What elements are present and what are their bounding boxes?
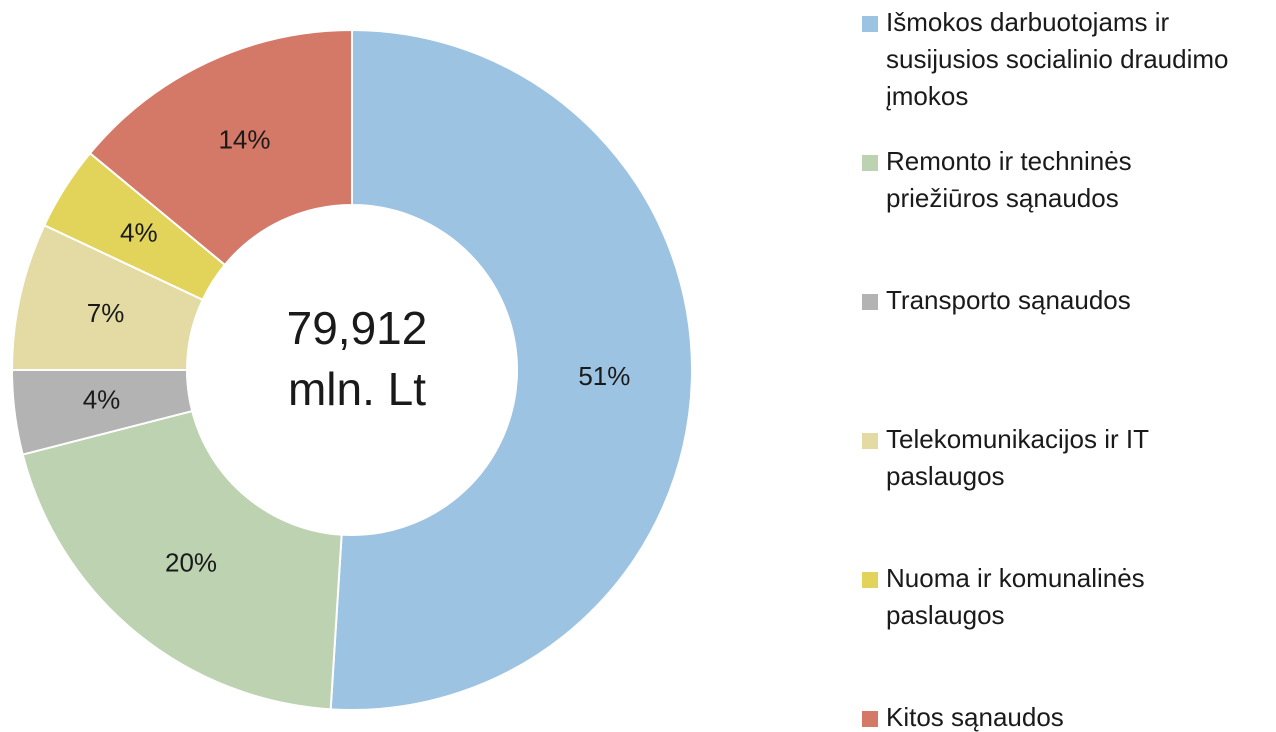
value-label: 4% — [83, 385, 121, 415]
value-label: 7% — [87, 298, 125, 328]
legend-item: Transporto sąnaudos — [862, 282, 1262, 319]
legend-label: Remonto ir techninės priežiūros sąnaudos — [886, 146, 1132, 213]
legend-swatch — [862, 433, 878, 449]
legend-label: Kitos sąnaudos — [886, 702, 1064, 732]
legend-item: Nuoma ir komunalinės paslaugos — [862, 560, 1262, 634]
donut-plot: 51% 20% 4% 7% 4% 14% 79,912 mln. Lt — [10, 28, 693, 711]
slice — [21, 409, 343, 711]
legend-swatch — [862, 711, 878, 727]
value-label: 51% — [578, 361, 630, 391]
legend-swatch — [862, 572, 878, 588]
legend-item: Išmokos darbuotojams ir susijusios socia… — [862, 4, 1262, 115]
center-text: mln. Lt — [288, 363, 426, 415]
legend-swatch — [862, 16, 878, 32]
slice — [88, 28, 353, 267]
center-text: 79,912 — [287, 302, 428, 354]
legend-item: Kitos sąnaudos — [862, 699, 1262, 732]
slice — [329, 28, 693, 711]
legend-swatch — [862, 155, 878, 171]
legend-label: Išmokos darbuotojams ir susijusios socia… — [886, 7, 1229, 111]
value-label: 14% — [218, 124, 270, 154]
legend-label: Transporto sąnaudos — [886, 285, 1131, 315]
legend-item: Telekomunikacijos ir IT paslaugos — [862, 421, 1262, 495]
legend-swatch — [862, 294, 878, 310]
value-label: 4% — [120, 218, 158, 248]
legend-item: Remonto ir techninės priežiūros sąnaudos — [862, 143, 1262, 217]
legend-label: Telekomunikacijos ir IT paslaugos — [886, 424, 1149, 491]
value-label: 20% — [165, 547, 217, 577]
legend-label: Nuoma ir komunalinės paslaugos — [886, 563, 1145, 630]
